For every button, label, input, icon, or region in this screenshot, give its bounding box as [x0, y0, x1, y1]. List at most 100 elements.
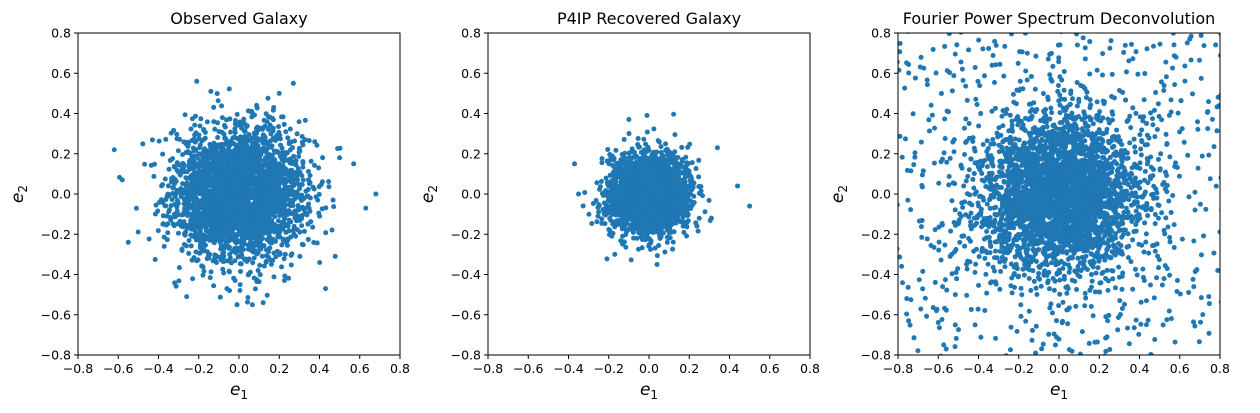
- data-point: [589, 221, 595, 226]
- data-point: [599, 216, 605, 222]
- data-point: [204, 119, 210, 125]
- data-point: [261, 243, 267, 249]
- data-point: [288, 252, 294, 258]
- data-point: [186, 238, 192, 244]
- data-point: [238, 149, 244, 155]
- data-point: [163, 197, 169, 202]
- data-point: [237, 288, 243, 294]
- data-point: [249, 153, 255, 159]
- data-point: [194, 179, 200, 185]
- data-point: [254, 102, 260, 108]
- data-point: [196, 151, 202, 157]
- data-point: [191, 200, 197, 206]
- panel-title: P4IP Recovered Galaxy: [557, 9, 741, 28]
- data-point: [264, 226, 270, 232]
- data-point: [646, 242, 652, 248]
- data-point: [181, 161, 187, 167]
- data-point: [657, 235, 663, 241]
- data-point: [235, 122, 241, 128]
- data-point: [164, 237, 170, 243]
- data-point: [253, 141, 259, 147]
- data-point: [243, 136, 249, 142]
- data-point: [206, 236, 212, 242]
- data-point: [263, 169, 269, 175]
- data-point: [232, 118, 238, 124]
- data-point: [222, 221, 228, 227]
- data-point: [332, 253, 338, 259]
- data-point: [687, 141, 693, 147]
- data-point: [189, 204, 195, 210]
- data-point: [173, 178, 179, 184]
- data-point: [696, 157, 702, 163]
- data-point: [214, 91, 220, 97]
- x-axis-label: e1: [230, 380, 248, 402]
- data-point: [198, 232, 204, 238]
- data-point: [175, 148, 181, 154]
- data-point: [153, 202, 159, 208]
- data-point: [250, 178, 256, 184]
- data-point: [235, 254, 241, 260]
- data-point: [599, 160, 605, 166]
- data-point: [111, 147, 117, 153]
- y-tick-label: 0.2: [51, 146, 71, 161]
- data-point: [289, 197, 295, 203]
- data-point: [176, 265, 182, 271]
- data-point: [308, 219, 314, 225]
- data-point: [609, 233, 615, 239]
- data-point: [610, 169, 616, 175]
- data-point: [276, 90, 282, 96]
- data-point: [238, 248, 244, 254]
- data-point: [270, 125, 276, 131]
- data-point: [270, 257, 276, 263]
- data-point: [662, 249, 668, 255]
- data-point: [264, 158, 270, 164]
- data-point: [244, 124, 250, 130]
- data-point: [221, 154, 227, 160]
- data-point: [184, 180, 190, 186]
- data-point: [282, 273, 288, 279]
- data-point: [170, 175, 176, 181]
- y-axis-label: e2: [8, 185, 30, 203]
- data-point: [238, 212, 244, 218]
- data-point: [294, 131, 300, 137]
- data-point: [264, 292, 270, 298]
- data-point: [295, 203, 301, 209]
- data-point: [286, 217, 292, 223]
- data-point: [232, 153, 238, 159]
- data-point: [228, 129, 234, 135]
- data-point: [288, 262, 294, 268]
- data-point: [323, 286, 329, 292]
- x-tick-label: 0.8: [390, 361, 410, 376]
- data-point: [168, 130, 174, 136]
- data-point: [264, 207, 270, 213]
- data-point: [161, 243, 167, 249]
- data-point: [211, 104, 217, 110]
- data-point: [301, 196, 307, 202]
- y-tick-label: −0.6: [41, 307, 71, 322]
- data-point: [239, 222, 245, 228]
- data-point: [204, 249, 210, 255]
- data-point: [249, 164, 255, 170]
- data-point: [162, 176, 168, 182]
- data-point: [670, 246, 676, 252]
- data-point: [230, 232, 236, 238]
- data-point: [160, 151, 166, 157]
- data-point: [213, 259, 219, 265]
- data-point: [679, 144, 685, 150]
- data-point: [251, 255, 257, 261]
- data-point: [621, 136, 627, 142]
- data-point: [266, 214, 272, 220]
- data-point: [693, 166, 699, 172]
- data-point: [249, 302, 255, 308]
- data-point: [671, 157, 677, 163]
- data-point: [230, 188, 236, 194]
- data-point: [149, 137, 155, 143]
- data-point: [613, 147, 619, 153]
- x-tick-label: 0.0: [229, 361, 249, 376]
- data-point: [237, 282, 243, 288]
- data-point: [274, 169, 280, 175]
- data-point: [326, 184, 332, 190]
- data-point: [203, 170, 209, 176]
- data-point: [258, 227, 264, 233]
- data-point: [212, 186, 218, 192]
